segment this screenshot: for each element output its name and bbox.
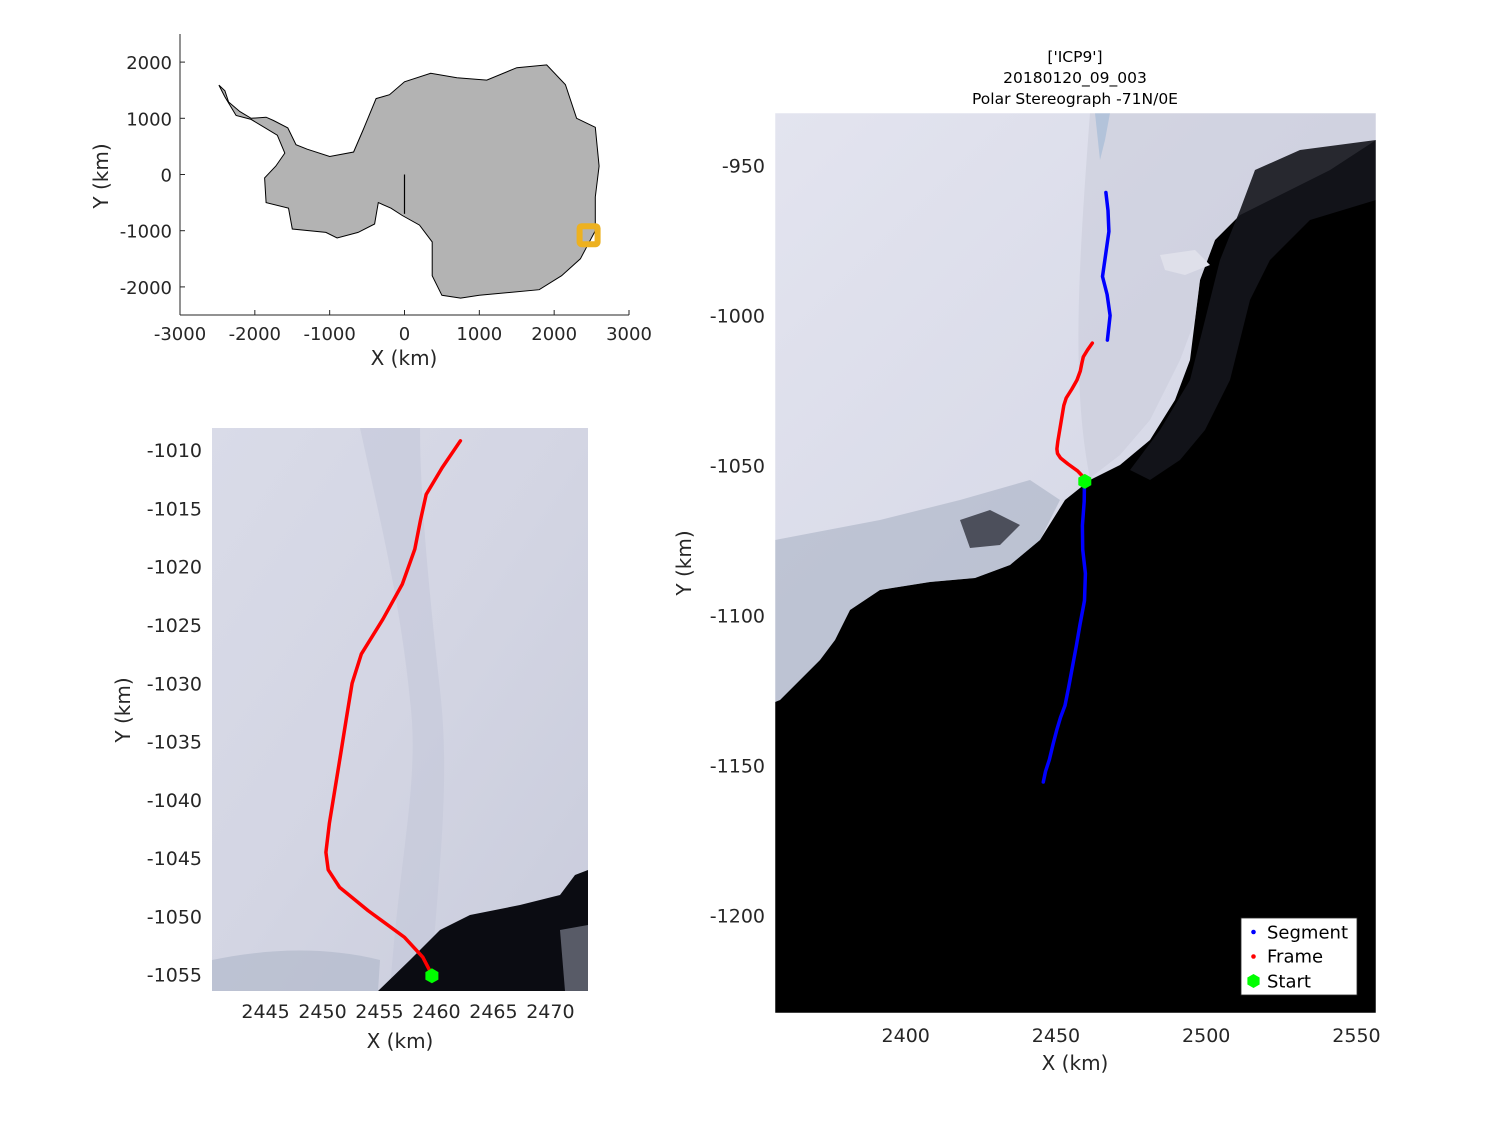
main-y-tick-label: -1100 xyxy=(710,606,765,628)
main-y-tick-label: -1050 xyxy=(710,456,765,478)
zoom-x-tick-label: 2445 xyxy=(241,1001,289,1023)
main-x-tick-label: 2400 xyxy=(882,1025,930,1047)
main-title-line-3: Polar Stereograph -71N/0E xyxy=(972,90,1178,108)
overview-map: -3000 -2000 -1000 0 1000 2000 3000 -2000 -1000 0… xyxy=(89,34,652,370)
zoom-y-tick-label: -1010 xyxy=(147,440,202,462)
overview-x-tick-label: -2000 xyxy=(229,324,281,345)
zoom-y-tick-label: -1025 xyxy=(147,615,202,637)
main-segment-track xyxy=(1041,190,1112,784)
main-x-tick-label: 2500 xyxy=(1182,1025,1230,1047)
main-title-line-2: 20180120_09_003 xyxy=(1003,69,1147,88)
main-start-marker xyxy=(1078,473,1092,489)
overview-y-ticks: -2000 -1000 0 1000 2000 xyxy=(120,53,185,299)
zoom-y-ticks: -1055 -1050 -1045 -1040 -1035 -1030 -1025 -1020… xyxy=(147,440,202,987)
legend: Segment Frame Start xyxy=(1240,917,1358,996)
zoom-x-tick-label: 2465 xyxy=(469,1001,517,1023)
overview-y-tick-label: 1000 xyxy=(126,109,172,130)
main-y-tick-label: -1150 xyxy=(710,756,765,778)
main-y-axis-label: Y (km) xyxy=(672,530,696,596)
main-segment-line-north xyxy=(1100,190,1112,342)
zoom-y-tick-label: -1040 xyxy=(147,790,202,812)
legend-box xyxy=(1240,917,1358,996)
main-frame-line xyxy=(1055,341,1095,483)
overview-x-tick-label: 2000 xyxy=(531,324,577,345)
zoom-y-tick-label: -1020 xyxy=(147,557,202,579)
zoom-map: 2445 2450 2455 2460 2465 2470 -1055 -1050 -1045… xyxy=(111,428,588,1053)
zoom-x-axis-label: X (km) xyxy=(367,1029,434,1053)
zoom-frame-track xyxy=(324,439,463,977)
zoom-y-tick-label: -1035 xyxy=(147,732,202,754)
legend-start-label: Start xyxy=(1267,972,1311,993)
zoom-imagery xyxy=(212,428,588,991)
main-y-ticks: -1200 -1150 -1100 -1050 -1000 -950 xyxy=(710,156,765,928)
zoom-frame-line xyxy=(324,439,463,977)
main-x-tick-label: 2450 xyxy=(1032,1025,1080,1047)
zoom-y-tick-label: -1045 xyxy=(147,848,202,870)
zoom-x-ticks: 2445 2450 2455 2460 2465 2470 xyxy=(241,1001,574,1023)
overview-y-tick-label: 2000 xyxy=(126,53,172,74)
main-x-axis-label: X (km) xyxy=(1042,1051,1109,1075)
main-frame-track xyxy=(1055,341,1095,483)
legend-segment-swatch xyxy=(1251,929,1256,935)
zoom-x-tick-label: 2450 xyxy=(298,1001,346,1023)
main-imagery xyxy=(775,113,1376,1013)
study-area-marker xyxy=(576,223,601,248)
main-axes-box xyxy=(774,112,1377,1014)
overview-x-tick-label: 1000 xyxy=(456,324,502,345)
main-map: ['ICP9'] 20180120_09_003 Polar Stereogra… xyxy=(672,48,1381,1075)
zoom-y-axis-label: Y (km) xyxy=(111,677,135,743)
main-y-tick-label: -950 xyxy=(722,156,765,178)
main-y-tick-label: -1000 xyxy=(710,306,765,328)
overview-x-tick-label: 0 xyxy=(399,324,410,345)
main-title-line-1: ['ICP9'] xyxy=(1047,48,1102,66)
zoom-y-tick-label: -1015 xyxy=(147,498,202,520)
main-x-ticks: 2400 2450 2500 2550 xyxy=(882,1025,1381,1047)
zoom-y-tick-label: -1030 xyxy=(147,673,202,695)
main-start-point xyxy=(1078,473,1092,489)
legend-start-swatch xyxy=(1247,974,1260,988)
legend-frame-label: Frame xyxy=(1267,947,1323,968)
overview-y-tick-label: -1000 xyxy=(120,222,172,243)
zoom-x-tick-label: 2470 xyxy=(526,1001,574,1023)
legend-segment-label: Segment xyxy=(1267,923,1348,944)
zoom-start-marker xyxy=(425,968,439,984)
overview-y-axis-label: Y (km) xyxy=(89,143,113,209)
main-segment-line-south xyxy=(1041,478,1088,784)
main-y-tick-label: -1200 xyxy=(710,906,765,928)
overview-y-tick-label: 0 xyxy=(161,166,172,187)
zoom-x-tick-label: 2460 xyxy=(412,1001,460,1023)
overview-x-tick-label: 3000 xyxy=(606,324,652,345)
overview-y-tick-label: -2000 xyxy=(120,278,172,299)
overview-x-tick-label: -3000 xyxy=(154,324,206,345)
legend-frame-swatch xyxy=(1251,954,1256,959)
antarctica-landmass xyxy=(218,64,600,299)
overview-x-ticks: -3000 -2000 -1000 0 1000 2000 3000 xyxy=(154,310,652,345)
zoom-x-tick-label: 2455 xyxy=(355,1001,403,1023)
overview-x-tick-label: -1000 xyxy=(304,324,356,345)
zoom-y-tick-label: -1050 xyxy=(147,906,202,928)
zoom-y-tick-label: -1055 xyxy=(147,965,202,987)
overview-x-axis-label: X (km) xyxy=(371,346,438,370)
main-x-tick-label: 2550 xyxy=(1332,1025,1380,1047)
zoom-start-point xyxy=(425,968,439,984)
